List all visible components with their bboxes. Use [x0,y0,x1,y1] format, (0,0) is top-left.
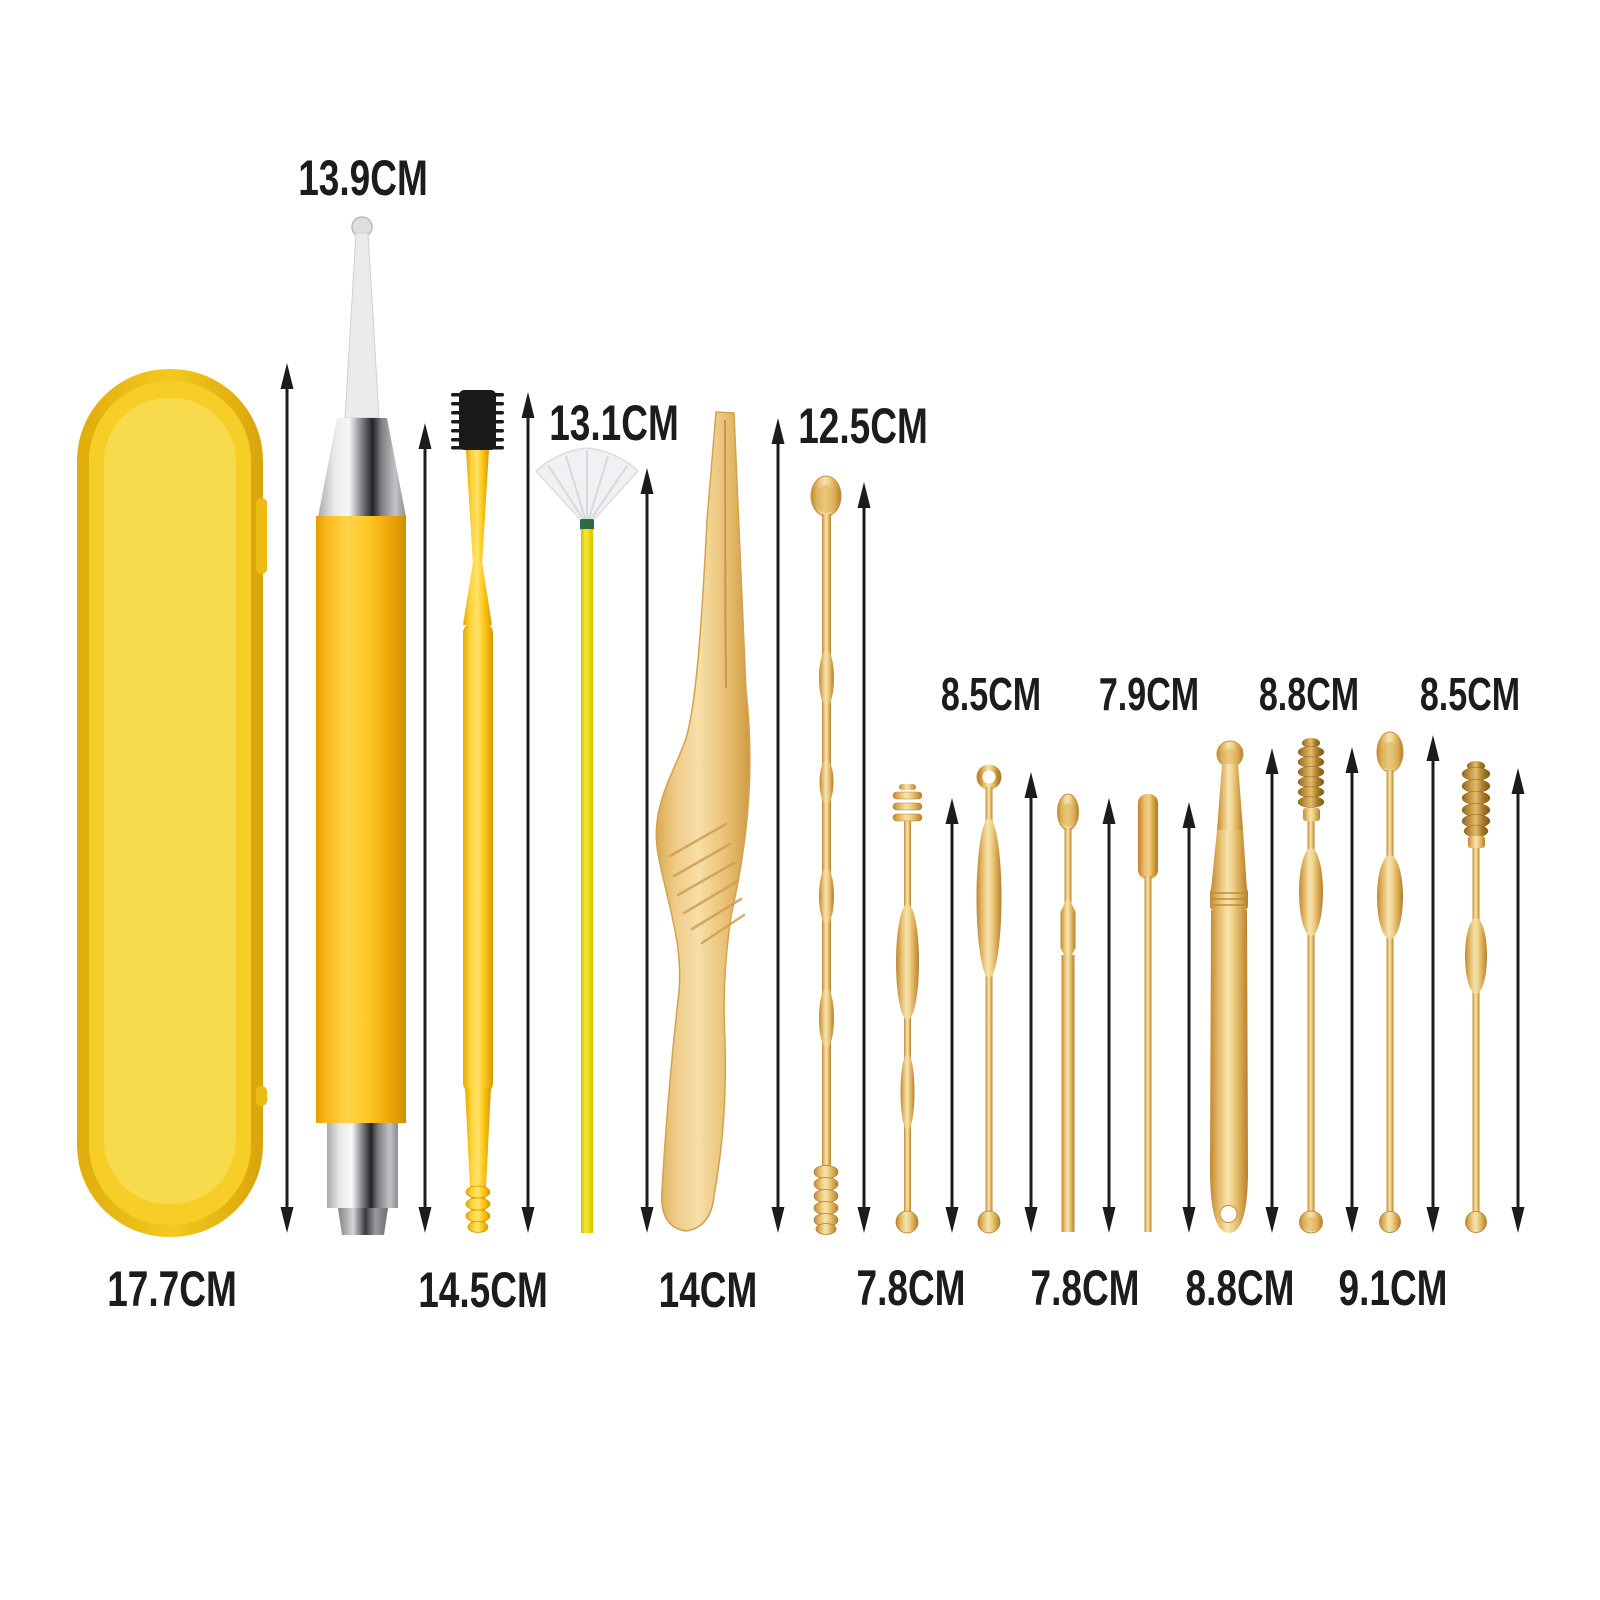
tool-fan-brush [534,447,640,1233]
tool-spoon-ear-pick [1057,793,1079,1232]
tool-ear-pick-pen [316,216,406,1235]
dimension-label-round-spoon-ear-pick: 9.1CM [1338,1260,1448,1316]
dimension-label-wide-handle-spoon-pick: 8.8CM [1185,1260,1295,1316]
measure-arrow-fan-brush [640,468,654,1233]
tool-round-spoon-ear-pick [1376,731,1404,1233]
dimension-label-tweezers: 14CM [658,1262,758,1318]
measure-arrow-round-spoon-ear-pick [1426,735,1440,1233]
dimension-label-screw-tip-ear-pick: 8.8CM [1258,668,1360,720]
dimension-label-flat-spade-ear-pick: 7.9CM [1098,668,1200,720]
measure-arrow-screw-tip-ear-pick [1345,747,1359,1233]
measure-arrow-ear-pick-pen [418,423,432,1233]
measure-arrow-spoon-ear-pick [1102,798,1116,1233]
tool-storage-case [77,369,267,1237]
tool-spiral-brush [451,390,504,1233]
tool-tweezers [655,411,751,1232]
dimension-label-storage-case: 17.7CM [107,1261,237,1317]
tool-wire-loop-ear-pick [976,764,1002,1234]
measure-arrow-flat-spade-ear-pick [1182,802,1196,1233]
dimension-label-coil-tip-ear-pick: 8.5CM [1419,668,1521,720]
dimension-label-spoon-ear-pick: 7.8CM [1030,1260,1140,1316]
dimension-label-fan-brush: 13.1CM [549,395,679,451]
dimension-label-spring-tip-ear-pick: 7.8CM [856,1260,966,1316]
measure-arrow-storage-case [280,363,294,1233]
tool-long-spoon-ear-pick [810,475,842,1235]
measure-arrow-spring-tip-ear-pick [945,798,959,1233]
dimension-label-wire-loop-ear-pick: 8.5CM [940,668,1042,720]
measure-arrow-spiral-brush [521,392,535,1233]
dimension-label-ear-pick-pen: 13.9CM [298,150,428,206]
measure-arrow-wire-loop-ear-pick [1024,772,1038,1233]
measure-arrow-wide-handle-spoon-pick [1265,748,1279,1233]
measure-arrow-long-spoon-ear-pick [857,482,871,1233]
tool-screw-tip-ear-pick [1297,738,1325,1234]
tool-spring-tip-ear-pick [892,784,923,1234]
measure-arrow-coil-tip-ear-pick [1511,768,1525,1233]
tool-flat-spade-ear-pick [1138,794,1158,1232]
measure-arrow-tweezers [771,418,785,1233]
tool-coil-tip-ear-pick [1461,761,1491,1233]
dimension-label-spiral-brush: 14.5CM [418,1262,548,1318]
tool-wide-handle-spoon-pick [1210,740,1248,1233]
dimension-label-long-spoon-ear-pick: 12.5CM [798,398,928,454]
